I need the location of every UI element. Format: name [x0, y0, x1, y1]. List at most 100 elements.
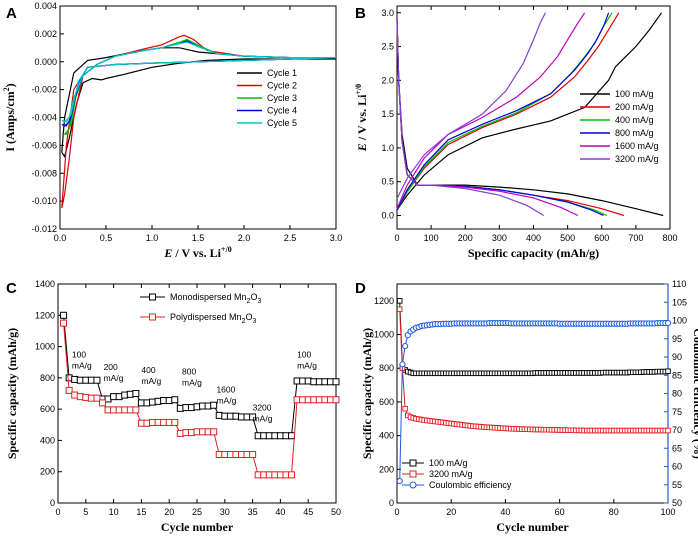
panel-c-marker	[60, 319, 68, 327]
panel-b-xtick-label: 200	[458, 233, 473, 243]
panel-a-legend-label: Cycle 1	[267, 68, 297, 78]
panel-c-xtick-label: 50	[331, 507, 341, 517]
panel-d-legend-label: 3200 mA/g	[429, 469, 473, 479]
panel-d-ytick-right-label: 65	[672, 443, 682, 453]
panel-a-xtick-label: 1.0	[146, 233, 159, 243]
panel-d-xtick-label: 80	[609, 507, 619, 517]
panel-c-xtick-label: 10	[109, 507, 119, 517]
panel-b-xtick-label: 300	[492, 233, 507, 243]
panel-c-marker	[332, 396, 340, 404]
panel-b: B 0 100 200 300 400 500 600 700 800 0.0 0.5 1.0 1.5 2.…	[354, 5, 678, 260]
panel-b-letter: B	[355, 5, 366, 22]
panel-c-rate-annotation: mA/g	[104, 373, 124, 383]
panel-c-ytick-label: 400	[40, 435, 55, 445]
panel-a-ytick-label: 0.004	[34, 1, 57, 11]
panel-a-xlabel: E / V vs. Li+/0	[163, 245, 231, 260]
panel-a-xtick-label: 2.5	[284, 233, 297, 243]
panel-c-ytick-label: 600	[40, 404, 55, 414]
panel-c-rate-annotation: mA/g	[182, 378, 202, 388]
panel-c-rate-annotation: mA/g	[297, 361, 317, 371]
panel-a-ytick-label: -0.010	[31, 196, 57, 206]
panel-c-ytick-label: 800	[40, 373, 55, 383]
panel-c-rate-annotation: 800	[182, 367, 196, 377]
panel-b-ytick-label: 0.5	[381, 177, 394, 187]
panel-c-ytick-label: 0	[50, 498, 55, 508]
panel-b-ylabel: E / V vs. Li+/0	[354, 84, 369, 152]
panel-b-legend-label: 800 mA/g	[615, 128, 654, 138]
panel-d-legend-marker	[409, 470, 417, 478]
panel-d-ytick-right-label: 105	[672, 297, 687, 307]
panel-a-legend-label: Cycle 4	[267, 106, 297, 116]
panel-c-rate-annotation: mA/g	[216, 396, 236, 406]
panel-d-letter: D	[355, 280, 366, 297]
panel-d-ytick-right-label: 90	[672, 352, 682, 362]
panel-a-ytick-label: -0.008	[31, 168, 57, 178]
panel-d-ytick-label: 400	[379, 431, 394, 441]
panel-c-legend-marker	[149, 313, 156, 321]
panel-a-legend-label: Cycle 2	[267, 81, 297, 91]
panel-c-legend-label: Polydispersed Mn2O3	[170, 312, 256, 325]
panel-d-ytick-right-label: 60	[672, 462, 682, 472]
panel-b-charge-line	[396, 12, 546, 199]
panel-b-xtick-label: 600	[594, 233, 609, 243]
panel-c-marker	[249, 413, 257, 421]
panel-c-marker	[60, 311, 68, 319]
panel-c-rate-annotation: 200	[104, 362, 118, 372]
panel-a-series-line	[61, 41, 337, 123]
panel-a: A 0.0 0.5 1.0 1.5 2.0 2.5 3.0 0.004 0.002 0.000 -0.…	[2, 1, 342, 260]
panel-d-ytick-label: 200	[379, 464, 394, 474]
panel-d-legend-marker	[409, 459, 417, 467]
panel-d-ytick-label: 600	[379, 397, 394, 407]
panel-b-charge-line	[396, 12, 610, 211]
panel-c-xtick-label: 40	[275, 507, 285, 517]
panel-a-ytick-label: -0.002	[31, 85, 57, 95]
panel-d-marker	[396, 306, 403, 313]
panel-a-ytick-label: -0.004	[31, 113, 57, 123]
panel-b-discharge-line	[396, 19, 608, 217]
panel-c-ytick-label: 200	[40, 467, 55, 477]
panel-a-ytick-label: -0.012	[31, 224, 57, 234]
panel-c-marker	[93, 376, 101, 384]
panel-c-xtick-label: 35	[248, 507, 258, 517]
panel-d-marker	[402, 342, 409, 350]
panel-d-xtick-label: 40	[500, 507, 510, 517]
panel-d-xtick-label: 0	[394, 507, 399, 517]
panel-c-rate-annotation: 100	[72, 350, 86, 360]
panel-a-letter: A	[6, 5, 17, 22]
panel-d-marker	[665, 427, 671, 434]
panel-d-ytick-right-label: 100	[672, 316, 687, 326]
panel-b-xtick-label: 700	[628, 233, 643, 243]
panel-c-rate-annotation: mA/g	[141, 376, 161, 386]
panel-a-legend-label: Cycle 5	[267, 118, 297, 128]
panel-b-legend-label: 100 mA/g	[615, 89, 654, 99]
panel-c-marker	[93, 394, 101, 402]
panel-d-ytick-right-label: 50	[672, 498, 682, 508]
panel-c-xtick-label: 5	[83, 507, 88, 517]
panel-d-ytick-label: 800	[379, 363, 394, 373]
panel-d-ylabel: Specific capacity (mAh/g)	[360, 328, 374, 459]
panel-b-ytick-label: 2.0	[381, 75, 394, 85]
panel-d-ytick-right-label: 80	[672, 389, 682, 399]
panel-c-legend-marker	[149, 293, 156, 301]
panel-a-xtick-label: 3.0	[330, 233, 343, 243]
panel-d-marker	[665, 368, 671, 375]
panel-d-legend-marker	[409, 481, 417, 489]
panel-c-rate-annotation: 400	[141, 365, 155, 375]
panel-b-xtick-label: 400	[526, 233, 541, 243]
panel-c-marker	[132, 406, 140, 414]
panel-a-xtick-label: 0.0	[54, 233, 67, 243]
panel-d-ytick-label: 0	[389, 498, 394, 508]
panel-d: D0 20 40 60 80 100020040060080010001200505560…	[355, 279, 698, 534]
panel-d-marker	[396, 298, 403, 304]
panel-d-ytick-right-label: 70	[672, 425, 682, 435]
panel-d-ytick-right-label: 85	[672, 370, 682, 380]
panel-c-xtick-label: 30	[220, 507, 230, 517]
panel-d-xtick-label: 60	[555, 507, 565, 517]
panel-d-ylabel-right: Coulombic efficiency (%)	[691, 328, 698, 459]
panel-c-marker	[288, 471, 296, 479]
panel-a-series-line	[61, 47, 337, 158]
panel-d-xtick-label: 20	[446, 507, 456, 517]
panel-c-xtick-label: 0	[55, 507, 60, 517]
panel-b-xtick-label: 500	[560, 233, 575, 243]
panel-d-ytick-right-label: 55	[672, 480, 682, 490]
